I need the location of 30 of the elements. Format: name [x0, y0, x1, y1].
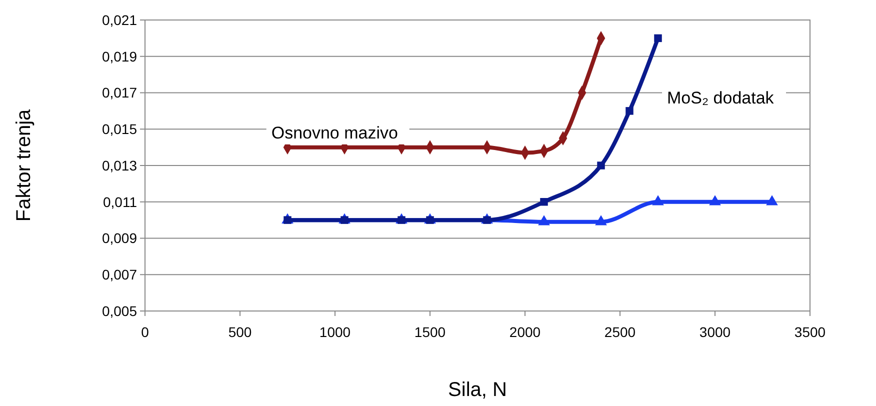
point	[595, 215, 607, 226]
y-tick-label: 0,005	[102, 302, 138, 319]
y-tick-label: 0,011	[103, 194, 138, 210]
y-tick-label: 0,019	[102, 48, 138, 64]
point	[654, 34, 662, 42]
x-axis-title: Sila, N	[448, 379, 507, 401]
y-tick-label: 0,017	[102, 84, 138, 101]
point	[626, 107, 634, 115]
x-tick-label: 3500	[794, 324, 826, 340]
x-tick-label: 3000	[699, 324, 731, 340]
y-tick-label: 0,015	[102, 121, 138, 138]
point	[652, 195, 664, 206]
x-tick-label: 1000	[319, 324, 351, 340]
point	[597, 162, 605, 170]
point	[709, 195, 721, 206]
x-tick-label: 0	[141, 324, 150, 340]
series-label: MoS₂ dodatak	[667, 88, 774, 108]
x-tick-label: 1500	[414, 324, 446, 340]
x-tick-label: 2000	[509, 324, 541, 340]
point	[538, 215, 550, 226]
y-tick-label: 0,021	[102, 12, 138, 28]
y-tick-label: 0,009	[102, 230, 138, 246]
x-tick-label: 500	[228, 324, 252, 340]
y-axis-title: Faktor trenja	[13, 108, 35, 222]
point	[766, 195, 778, 206]
y-tick-label: 0,013	[102, 157, 138, 174]
x-tick-label: 2500	[604, 324, 636, 340]
point	[540, 198, 548, 206]
series-label: Osnovno mazivo	[271, 123, 398, 142]
y-tick-label: 0,007	[102, 266, 138, 283]
